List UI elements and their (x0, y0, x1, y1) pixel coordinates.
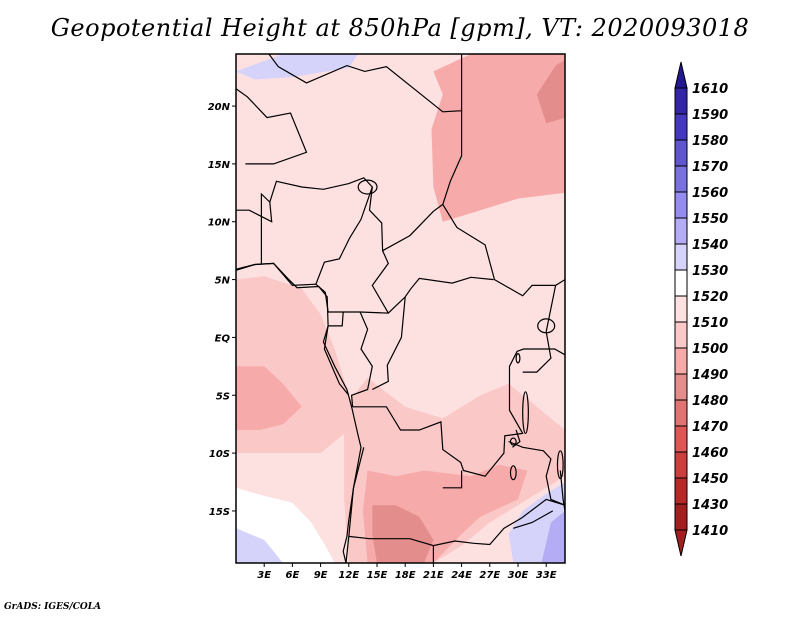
colorbar-box (674, 347, 688, 375)
colorbar-box (674, 139, 688, 167)
colorbar-label: 1490 (692, 368, 728, 383)
lake-outline (509, 465, 517, 481)
field-region-atlantic-deep (236, 528, 283, 563)
colorbar-label: 1520 (692, 290, 728, 305)
x-tick-label: 9E (314, 570, 328, 581)
x-tick-label: 12E (338, 570, 359, 581)
y-axis: 20N 15N 10N 5N EQ 5S 10S 15S (208, 102, 236, 518)
field-region-sahara-deep (236, 54, 359, 80)
border-line (236, 88, 308, 165)
colorbar-label: 1410 (692, 524, 728, 539)
border-line (352, 348, 565, 477)
border-line (512, 429, 521, 448)
field-region-sudan-east (431, 54, 565, 222)
colorbar-extend-top (674, 61, 688, 89)
colorbar-box (674, 217, 688, 245)
colorbar-extend-bottom (674, 529, 688, 557)
colorbar-box (674, 113, 688, 141)
colorbar-label: 1570 (692, 160, 728, 175)
country-borders (236, 54, 565, 563)
colorbar-label: 1580 (692, 134, 728, 149)
colorbar-label: 1540 (692, 238, 728, 253)
y-tick-label: 20N (208, 102, 231, 113)
y-tick-label: 15S (209, 507, 230, 518)
colorbar-box (674, 503, 688, 531)
coastline (236, 262, 362, 563)
x-tick-label: 6E (286, 570, 300, 581)
x-tick-label: 3E (257, 570, 271, 581)
colorbar-box (674, 191, 688, 219)
y-tick-label: 10S (209, 449, 230, 460)
lake-outline (556, 450, 564, 480)
y-tick-label: 5N (215, 276, 231, 287)
colorbar-label: 1610 (692, 82, 728, 97)
lake-outline (537, 318, 556, 334)
field-region-sudan-deep (536, 59, 565, 124)
x-tick-label: 21E (423, 570, 444, 581)
x-tick-label: 30E (508, 570, 529, 581)
x-tick-label: 33E (536, 570, 557, 581)
colorbar-label: 1470 (692, 420, 728, 435)
colorbar-box (674, 451, 688, 479)
map-frame (235, 53, 566, 564)
colorbar-label: 1460 (692, 446, 728, 461)
border-line (348, 498, 565, 547)
border-line (442, 110, 565, 297)
border-line (522, 285, 557, 373)
border-line (269, 177, 373, 285)
colorbar-box (674, 165, 688, 193)
x-tick-label: 18E (395, 570, 416, 581)
lake-outline (509, 437, 517, 446)
colorbar-label: 1430 (692, 498, 728, 513)
height-field (236, 54, 565, 563)
colorbar-label: 1480 (692, 394, 728, 409)
x-tick-label: 27E (479, 570, 500, 581)
border-line (323, 311, 350, 396)
x-axis: 3E 6E 9E 12E 15E 18E 21E 24E 27E 30E 33E (257, 563, 557, 581)
y-tick-label: 10N (208, 218, 231, 229)
colorbar-box (674, 477, 688, 505)
border-line (372, 296, 406, 391)
colorbar-label: 1550 (692, 212, 728, 227)
y-tick-label: 15N (208, 160, 231, 171)
chart-title: Geopotential Height at 850hPa [gpm], VT:… (50, 14, 750, 42)
colorbar-label: 1530 (692, 264, 728, 279)
border-line (236, 262, 494, 314)
border-line (513, 510, 554, 529)
x-tick-label: 24E (451, 570, 472, 581)
colorbar-box (674, 243, 688, 271)
border-line (442, 470, 463, 489)
colorbar-label: 1500 (692, 342, 728, 357)
lake-outline (522, 391, 529, 435)
colorbar-label: 1510 (692, 316, 728, 331)
border-line (345, 447, 365, 563)
border-line (508, 440, 565, 506)
field-region-south-atlantic-tropics (236, 366, 302, 430)
border-line (268, 54, 463, 113)
colorbar-box (674, 87, 688, 115)
colorbar-box (674, 425, 688, 453)
x-tick-label: 15E (367, 570, 388, 581)
colorbar: 1610 1590 1580 1570 1560 1550 1540 1530 1520 1510… (674, 61, 728, 557)
grads-credit: GrADS: IGES/COLA (4, 602, 102, 612)
field-region-kalahari-core (372, 505, 434, 563)
colorbar-label: 1450 (692, 472, 728, 487)
field-region-mozambique-deep (541, 510, 565, 563)
colorbar-box (674, 321, 688, 349)
lake-outline (515, 353, 521, 364)
colorbar-box (674, 269, 688, 297)
colorbar-box (674, 399, 688, 427)
colorbar-label: 1590 (692, 108, 728, 123)
border-line (350, 311, 373, 407)
colorbar-box (674, 373, 688, 401)
y-tick-label: 5S (216, 391, 230, 402)
lake-outline (357, 179, 378, 195)
colorbar-box (674, 295, 688, 323)
border-line (371, 250, 389, 314)
colorbar-label: 1560 (692, 186, 728, 201)
border-line (236, 192, 273, 265)
y-tick-label: EQ (215, 333, 231, 344)
